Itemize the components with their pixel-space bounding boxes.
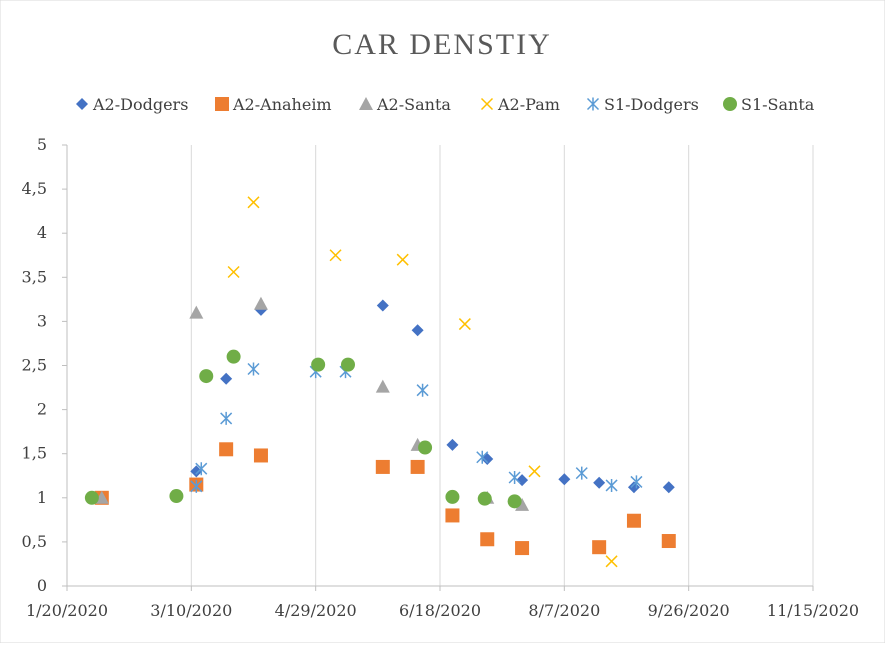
point-a2-anaheim <box>375 459 390 474</box>
x-tick-label: 6/18/2020 <box>399 601 481 620</box>
point-s1-santa <box>418 440 433 455</box>
point-a2-santa <box>253 296 268 310</box>
point-s1-santa <box>340 357 355 372</box>
point-a2-pam <box>605 555 618 568</box>
point-s1-dodgers <box>476 450 489 464</box>
legend-marker-s1-dodgers <box>586 97 600 111</box>
point-a2-anaheim <box>410 459 425 474</box>
legend-label-s1-santa: S1-Santa <box>741 95 815 114</box>
axes <box>62 144 814 591</box>
point-a2-dodgers <box>516 474 529 487</box>
point-s1-dodgers <box>190 479 203 493</box>
x-tick-label: 11/15/2020 <box>767 601 859 620</box>
point-a2-anaheim <box>661 534 676 549</box>
legend-marker-s1-santa <box>723 97 737 111</box>
point-s1-santa <box>169 489 184 504</box>
point-a2-dodgers <box>446 438 459 451</box>
point-a2-anaheim <box>219 442 234 457</box>
legend-label-a2-santa: A2-Santa <box>376 95 451 114</box>
legend: A2-Dodgers A2-Anaheim A2-Santa A2-Pam S1-Dod… <box>76 95 815 114</box>
point-a2-pam <box>458 318 471 331</box>
point-a2-anaheim <box>480 532 495 547</box>
point-a2-anaheim <box>253 448 268 463</box>
point-a2-dodgers <box>558 473 571 486</box>
point-a2-santa <box>94 490 109 504</box>
point-s1-dodgers <box>247 362 260 376</box>
legend-label-a2-anaheim: A2-Anaheim <box>232 95 332 114</box>
point-s1-santa <box>84 490 99 505</box>
point-a2-dodgers <box>662 481 675 494</box>
y-tick-label: 0 <box>37 576 47 595</box>
y-tick-label: 3 <box>37 311 47 330</box>
x-tick-label: 4/29/2020 <box>275 601 357 620</box>
point-a2-dodgers <box>190 465 203 478</box>
legend-marker-a2-pam <box>480 97 494 111</box>
y-tick-label: 0,5 <box>22 532 47 551</box>
point-s1-santa <box>507 494 522 509</box>
point-a2-pam <box>329 249 342 262</box>
point-a2-anaheim <box>445 508 460 523</box>
point-s1-dodgers <box>630 475 643 489</box>
legend-marker-a2-santa <box>359 97 373 110</box>
point-s1-dodgers <box>416 383 429 397</box>
x-tick-label: 1/20/2020 <box>26 601 108 620</box>
data-points <box>84 196 676 568</box>
point-a2-anaheim <box>592 540 607 555</box>
point-a2-dodgers <box>376 299 389 312</box>
point-s1-dodgers <box>508 471 521 485</box>
point-a2-dodgers <box>593 476 606 489</box>
point-s1-santa <box>226 349 241 364</box>
point-a2-santa <box>375 379 390 393</box>
point-s1-santa <box>311 357 326 372</box>
point-a2-pam <box>528 465 541 478</box>
grid-lines <box>190 145 814 586</box>
y-tick-label: 1 <box>37 488 47 507</box>
point-s1-dodgers <box>195 462 208 476</box>
y-tick-label: 5 <box>37 135 47 154</box>
legend-marker-a2-dodgers <box>76 98 88 110</box>
x-tick-label: 9/26/2020 <box>648 601 730 620</box>
legend-marker-a2-anaheim <box>215 97 229 111</box>
point-a2-dodgers <box>411 324 424 337</box>
y-tick-label: 2 <box>37 400 47 419</box>
y-tick-label: 2,5 <box>22 356 47 375</box>
chart-title: CAR DENSTIY <box>332 28 552 61</box>
legend-label-s1-dodgers: S1-Dodgers <box>604 95 699 114</box>
point-a2-pam <box>227 265 240 279</box>
point-s1-dodgers <box>220 411 233 425</box>
legend-label-a2-dodgers: A2-Dodgers <box>92 95 188 114</box>
x-tick-label: 3/10/2020 <box>150 601 232 620</box>
y-tick-label: 4 <box>37 223 47 242</box>
point-s1-santa <box>477 491 492 506</box>
point-s1-dodgers <box>605 478 618 492</box>
point-s1-dodgers <box>575 466 588 480</box>
x-tick-label: 8/7/2020 <box>528 601 600 620</box>
y-tick-label: 4,5 <box>22 179 47 198</box>
point-s1-santa <box>199 369 214 384</box>
tick-labels: 1/20/2020 3/10/2020 4/29/2020 6/18/2020 8/7/… <box>22 135 860 620</box>
y-tick-label: 3,5 <box>22 267 47 286</box>
y-tick-label: 1,5 <box>22 444 47 463</box>
point-s1-santa <box>445 489 460 504</box>
legend-label-a2-pam: A2-Pam <box>497 95 560 114</box>
point-a2-santa <box>515 497 530 511</box>
point-a2-anaheim <box>515 541 530 556</box>
point-a2-santa <box>189 305 204 319</box>
point-a2-anaheim <box>626 513 641 528</box>
point-a2-dodgers <box>220 372 233 385</box>
point-a2-pam <box>247 196 260 209</box>
point-a2-pam <box>396 253 409 266</box>
